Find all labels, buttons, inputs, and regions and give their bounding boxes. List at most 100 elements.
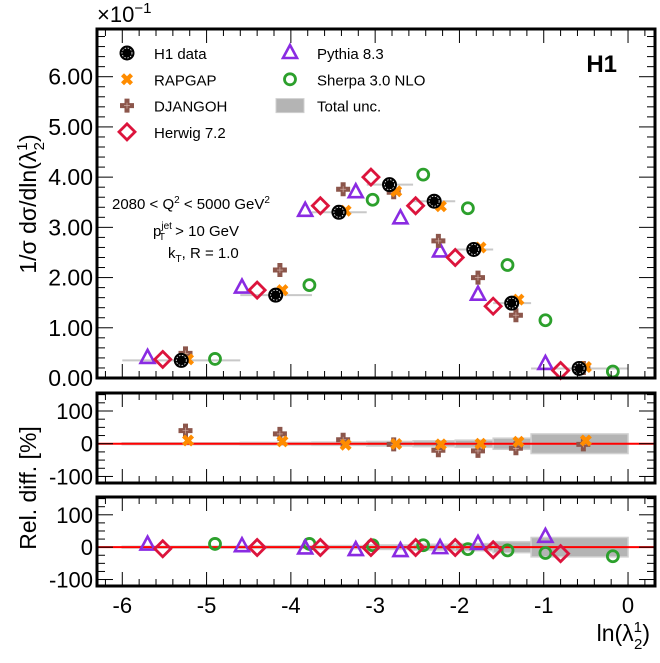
herwig-ratio-point	[247, 537, 268, 558]
y-tick-label: 6.00	[48, 64, 93, 90]
herwig-ratio-point	[360, 537, 381, 558]
herwig-ratio-point	[152, 538, 173, 559]
jet-algorithm: kT, R = 1.0	[168, 245, 239, 265]
x-tick-label: -2	[450, 593, 470, 618]
djangoh-point-cross	[276, 267, 283, 274]
pythia-ratio-point	[296, 537, 315, 555]
herwig-ratio-point	[483, 539, 504, 560]
djangoh-point-cross	[435, 237, 442, 244]
sherpa-point	[500, 258, 515, 272]
legend-item-herwig: Herwig 7.2	[117, 121, 226, 142]
herwig-ratio-point	[550, 543, 571, 564]
sherpa-point	[538, 313, 553, 328]
y-axis-label-top: 1/σ dσ/dln(λ12)	[14, 134, 48, 273]
pythia-ratio-point	[430, 537, 450, 555]
legend-marker-djangoh-cross	[124, 102, 130, 109]
herwig-ratio-point	[445, 537, 466, 558]
ratio-panel-herwig-pythia-sherpa: -100 0 100 -6 -5 -4 -3 -2 -1 0	[49, 495, 657, 618]
legend-label: Total unc.	[317, 99, 381, 116]
data-point-ring	[333, 206, 345, 218]
rapgap-ratio-point	[276, 435, 289, 448]
rapgap-ratio-point	[474, 437, 487, 450]
herwig-point	[405, 195, 426, 216]
y-tick-label: -100	[49, 568, 93, 593]
main-panel: 0.00 1.00 2.00 3.00 4.00 5.00 6.00	[48, 27, 657, 391]
djangoh-point-cross	[340, 186, 347, 193]
herwig-ratio-point	[405, 537, 426, 558]
legend: H1 data RAPGAP DJANGOH Herwig 7.2 Pythia 8.3…	[117, 42, 425, 142]
pythia-point	[430, 240, 450, 258]
pythia-ratio-point	[536, 526, 555, 544]
y-tick-label: 1.00	[48, 315, 93, 341]
djangoh-point-cross	[474, 274, 481, 281]
y-tick-label: 0	[81, 535, 93, 560]
y-tick-label: 0	[81, 432, 93, 457]
legend-item-data: H1 data	[119, 45, 207, 63]
rapgap-ratio-point	[182, 434, 195, 447]
sherpa-ratio-point	[605, 549, 620, 564]
y-tick-label: 3.00	[48, 214, 93, 240]
herwig-point	[152, 349, 173, 370]
herwig-point	[360, 167, 381, 188]
herwig-point	[247, 280, 268, 301]
cuts-annotation: 2080 < Q2 < 5000 GeV2 pjet T > 10 GeV kT,…	[112, 195, 270, 265]
x-tick-label: -5	[197, 593, 217, 618]
pythia-ratio-point	[138, 533, 157, 551]
q2-cut: 2080 < Q2 < 5000 GeV2	[112, 195, 270, 213]
legend-marker-rapgap	[121, 73, 133, 86]
rapgap-ratio-point	[390, 438, 403, 451]
pythia-ratio-point	[468, 533, 488, 551]
legend-item-unc: Total unc.	[275, 98, 381, 116]
legend-label: H1 data	[154, 46, 207, 63]
panel-frame	[95, 391, 657, 485]
data-point-ring	[506, 297, 518, 309]
legend-marker-sherpa	[283, 72, 297, 87]
pythia-ratio-point	[232, 535, 252, 553]
rapgap-ratio-point	[579, 434, 592, 447]
y-tick-label: 5.00	[48, 114, 93, 140]
sherpa-point	[302, 278, 317, 293]
y-tick-label: 4.00	[48, 164, 93, 190]
sherpa-ratio-point	[416, 538, 431, 553]
legend-item-sherpa: Sherpa 3.0 NLO	[283, 72, 425, 89]
legend-marker-pythia	[280, 42, 300, 60]
legend-label: Herwig 7.2	[154, 125, 226, 142]
legend-label: RAPGAP	[154, 72, 217, 89]
legend-label: Sherpa 3.0 NLO	[317, 72, 425, 89]
sherpa-point	[365, 192, 380, 207]
djangoh-ratio-point-cross	[182, 427, 189, 434]
data-point-ring	[573, 363, 585, 374]
sherpa-point	[416, 167, 431, 182]
legend-swatch	[275, 98, 305, 114]
y-tick-label: 0.00	[48, 365, 93, 391]
rapgap-ratio-point	[434, 438, 447, 451]
y-multiplier: ×10−1	[97, 0, 151, 27]
pythia-point	[232, 276, 252, 294]
sherpa-ratio-point	[538, 546, 553, 560]
y-axis-label-ratio: Rel. diff. [%]	[15, 426, 41, 550]
experiment-label: H1	[586, 51, 617, 78]
data-point-ring	[468, 244, 480, 255]
herwig-point	[310, 195, 331, 216]
pythia-point	[346, 181, 365, 199]
data-point-ring	[428, 195, 440, 207]
y-tick-label: 100	[56, 503, 93, 528]
x-tick-label: -3	[365, 593, 385, 618]
pythia-point	[138, 347, 157, 365]
x-axis-label: ln(λ1 2)	[597, 619, 650, 653]
panel-frame	[95, 27, 657, 380]
pt-cut: pjet T > 10 GeV	[153, 221, 239, 243]
legend-label: Pythia 8.3	[317, 46, 384, 63]
legend-marker-herwig	[117, 121, 137, 142]
pythia-point	[391, 207, 410, 225]
rapgap-ratio-point	[512, 435, 525, 448]
y-tick-label: -100	[49, 464, 93, 489]
panel-frame	[95, 495, 657, 588]
pythia-ratio-point	[346, 539, 365, 557]
x-tick-label: -6	[113, 593, 133, 618]
legend-marker-data-ring	[121, 47, 133, 59]
ratio-panel-rapgap-djangoh: -100 0 100	[49, 391, 657, 489]
pythia-point	[468, 283, 488, 301]
legend-item-pythia: Pythia 8.3	[280, 42, 384, 63]
